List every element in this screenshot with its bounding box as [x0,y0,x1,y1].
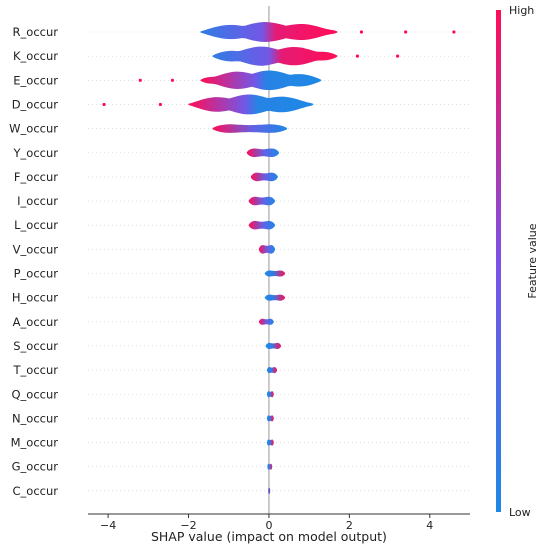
x-axis-title: SHAP value (impact on model output) [151,529,387,544]
outlier-point [452,30,456,34]
colorbar-title: Feature value [526,223,539,298]
feature-label: C_occur [13,484,59,498]
feature-label: E_occur [13,73,58,87]
x-tick-label: 4 [426,519,433,532]
feature-label: S_occur [13,339,58,353]
violin-N_occur [266,415,274,422]
violin-layer [102,22,456,494]
violin-D_occur [188,94,314,115]
feature-label: G_occur [12,460,59,474]
outlier-point [404,30,408,34]
violin-H_occur [264,294,285,301]
x-tick-label: −4 [100,519,116,532]
colorbar-low-label: Low [509,506,531,519]
feature-label: D_occur [12,97,59,111]
outlier-point [359,30,364,34]
violin-M_occur [266,439,274,446]
x-tick-label: −2 [180,519,196,532]
violin-T_occur [266,367,277,374]
feature-label: A_occur [13,315,59,329]
violin-F_occur [250,172,278,182]
feature-label: L_occur [14,218,58,232]
feature-label: F_occur [14,170,58,184]
colorbar-gradient [496,10,501,512]
violin-K_occur [212,46,338,66]
violin-V_occur [258,245,275,254]
feature-label: Q_occur [12,387,59,401]
feature-label: K_occur [13,49,58,63]
feature-label: V_occur [13,242,59,256]
violin-L_occur [248,220,275,230]
outlier-point [396,54,400,58]
colorbar-high-label: High [509,4,534,17]
violin-Q_occur [266,391,274,398]
outlier-point [158,102,162,107]
feature-label: R_occur [13,25,59,39]
violin-S_occur [265,342,281,349]
feature-label: H_occur [12,291,58,305]
violin-A_occur [258,318,274,325]
feature-label: P_occur [14,267,59,281]
feature-label: T_occur [13,363,59,377]
violin-G_occur [267,463,273,470]
feature-label: Y_occur [13,146,59,160]
violin-R_occur [200,22,338,42]
outlier-point [102,102,106,107]
feature-label: I_occur [17,194,58,208]
colorbar: High Low Feature value [496,4,539,519]
violin-C_occur [268,487,271,494]
violin-I_occur [248,196,275,206]
feature-label: N_occur [12,411,58,425]
outlier-point [138,78,142,82]
feature-label: M_occur [11,436,59,450]
outlier-point [170,78,175,82]
violin-E_occur [200,70,322,91]
violin-P_occur [264,270,285,277]
x-axis: −4 −2 0 2 4 [88,513,470,532]
violin-Y_occur [246,148,279,157]
outlier-point [355,54,360,58]
feature-label: W_occur [9,122,58,136]
x-tick-label: 2 [346,519,353,532]
violin-W_occur [212,124,287,133]
feature-labels: R_occur K_occur E_occur D_occur W_occur Y_occ… [9,25,58,498]
x-tick-label: 0 [265,519,272,532]
